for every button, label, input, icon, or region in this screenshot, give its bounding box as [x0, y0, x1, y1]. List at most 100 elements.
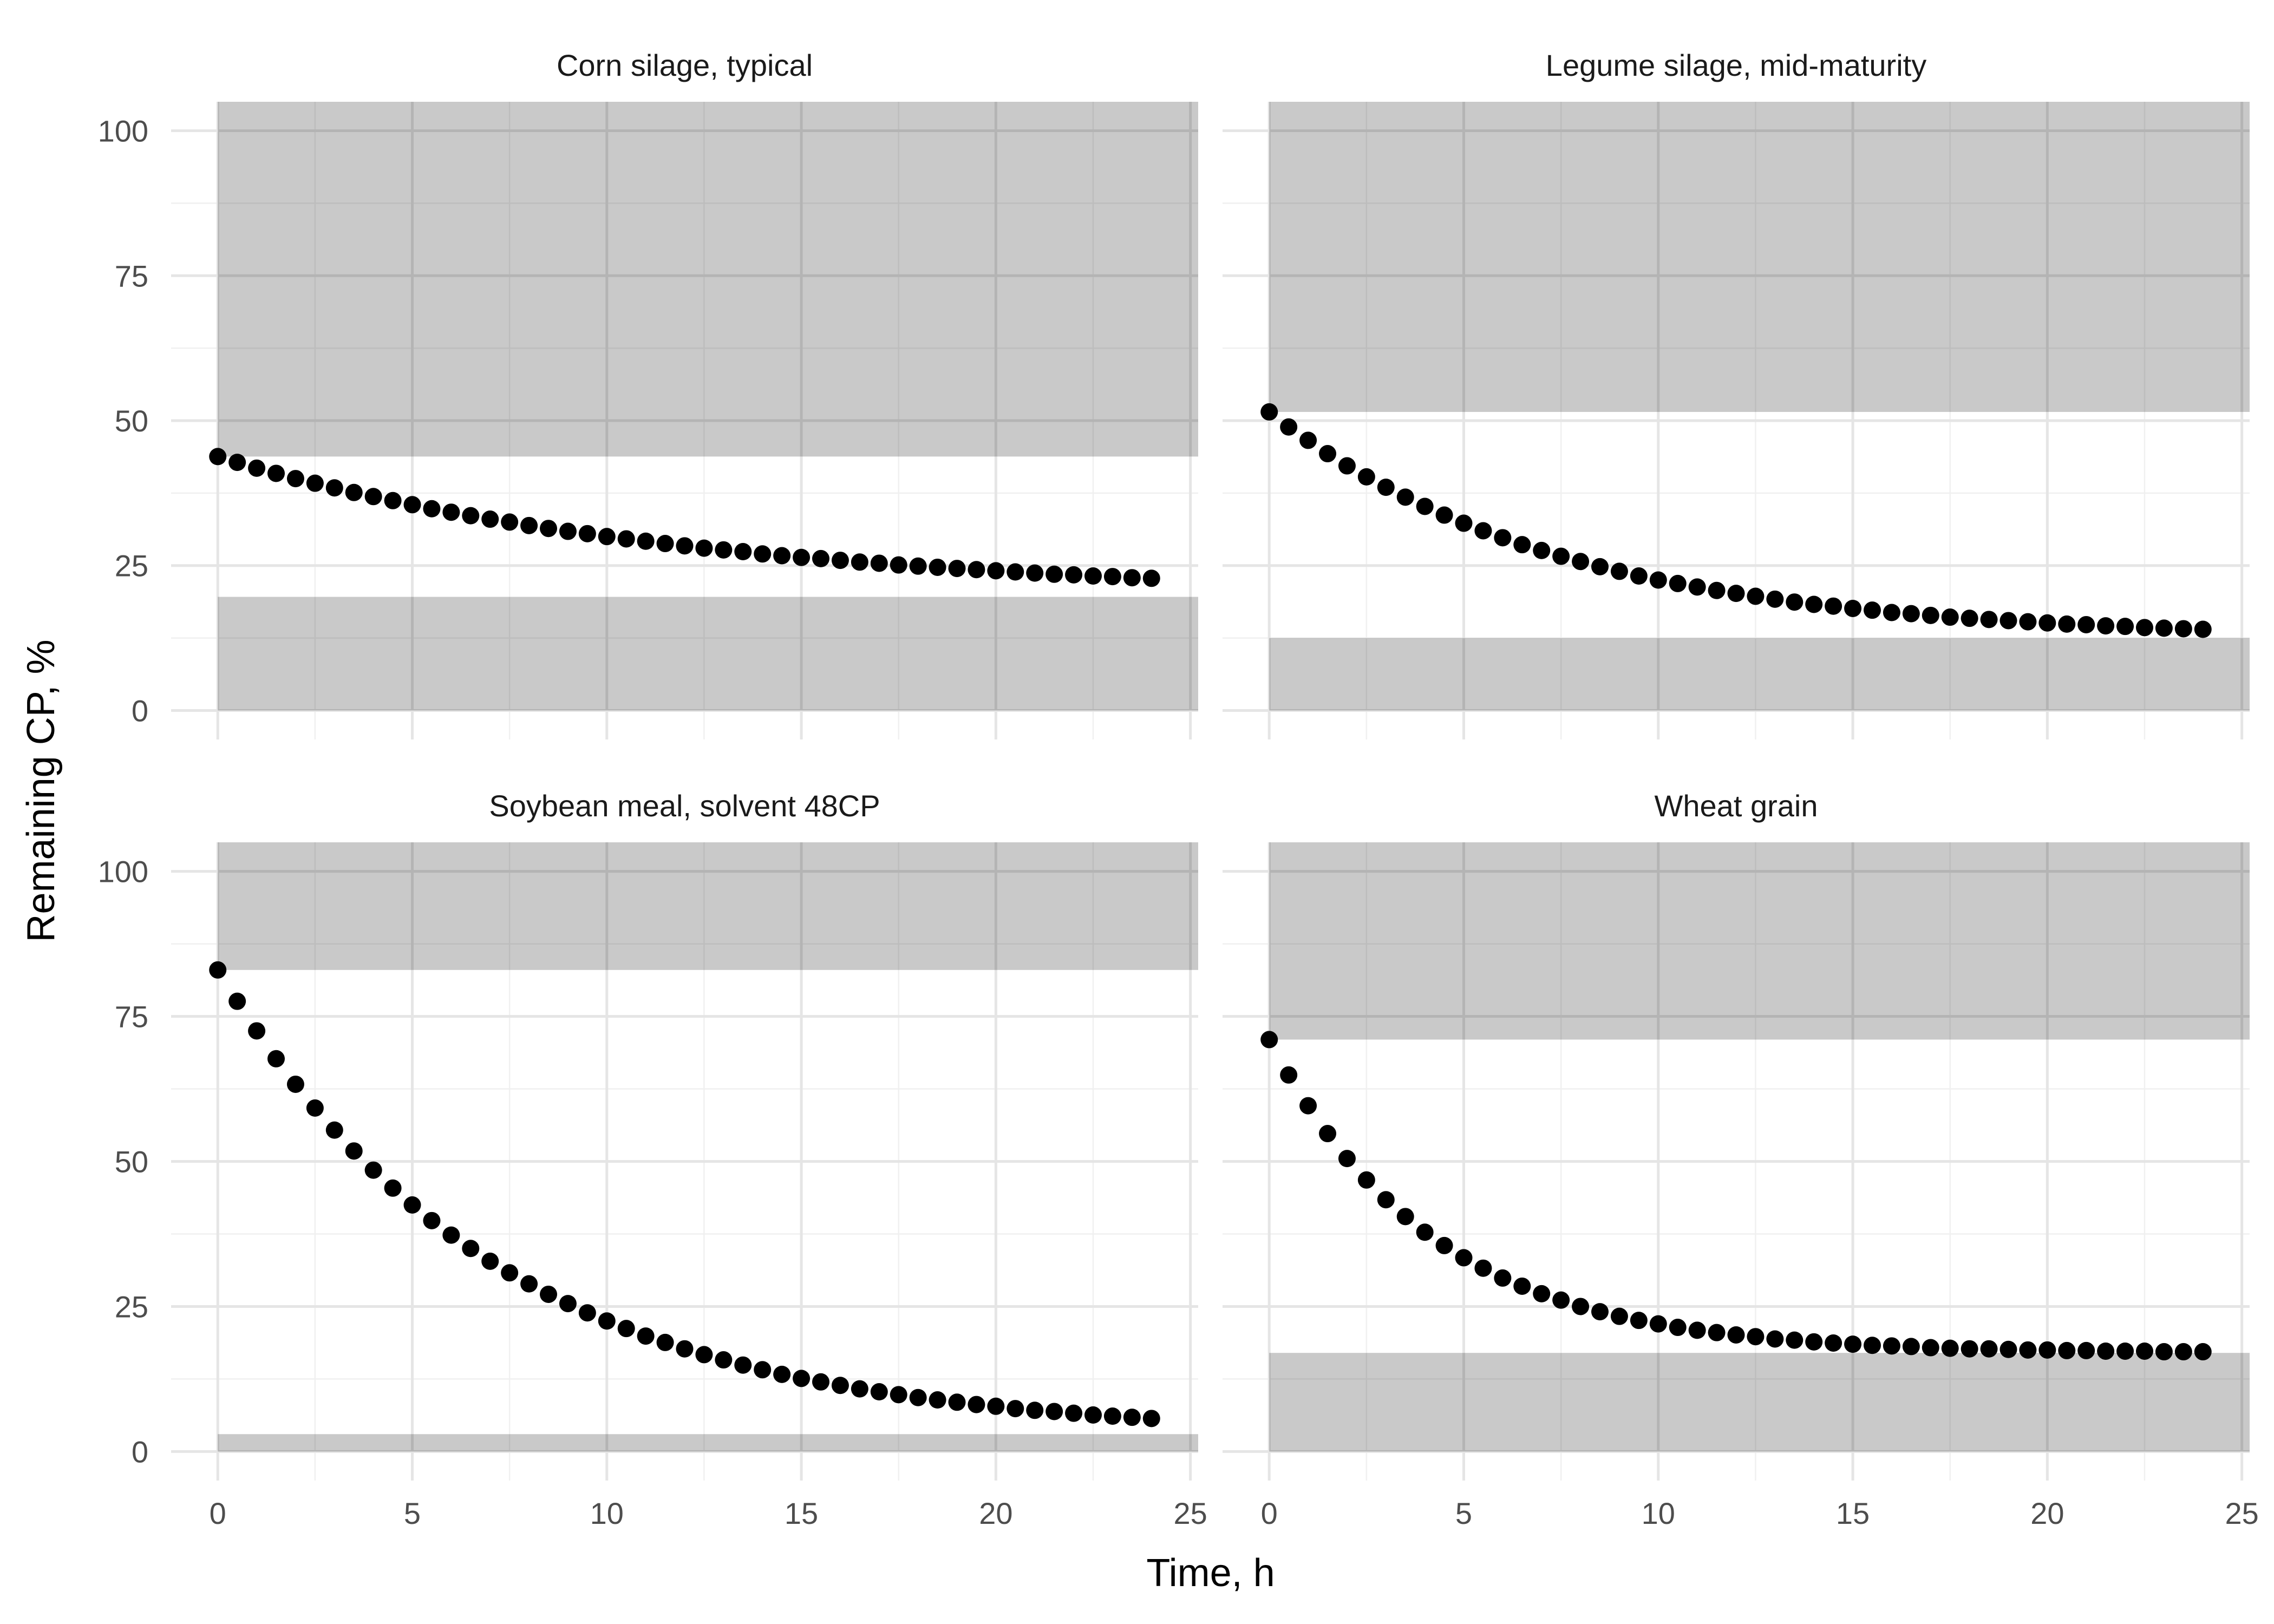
data-point: [773, 1365, 791, 1383]
y-tick-label: 50: [115, 404, 148, 438]
data-point: [267, 1050, 285, 1068]
data-point: [1123, 569, 1141, 587]
data-point: [773, 547, 791, 565]
data-point: [1630, 567, 1648, 585]
data-point: [2038, 1341, 2056, 1359]
data-point: [1708, 581, 1726, 599]
data-point: [1688, 578, 1706, 596]
data-point: [1123, 1409, 1141, 1426]
data-point: [1572, 1298, 1590, 1315]
y-tick-label: 75: [115, 1000, 148, 1034]
data-point: [1416, 497, 1434, 515]
data-point: [598, 1312, 616, 1330]
data-point: [1688, 1321, 1706, 1339]
data-point: [870, 554, 888, 572]
data-point: [209, 961, 227, 979]
data-point: [1260, 403, 1278, 421]
data-point: [2116, 1342, 2134, 1360]
data-point: [481, 510, 499, 528]
panel-title: Wheat grain: [1655, 789, 1818, 823]
upper-shade-band: [1269, 842, 2250, 1040]
data-point: [2019, 613, 2037, 631]
data-point: [1007, 563, 1024, 581]
data-point: [2155, 1343, 2173, 1361]
data-point: [870, 1383, 888, 1401]
data-point: [1863, 601, 1881, 619]
data-point: [754, 545, 772, 563]
data-point: [423, 1212, 441, 1229]
data-point: [1747, 1328, 1765, 1346]
data-point: [1649, 571, 1667, 589]
data-point: [540, 520, 558, 538]
data-point: [812, 1373, 829, 1391]
data-point: [364, 1161, 382, 1179]
data-point: [1766, 590, 1784, 608]
x-tick-label: 15: [1836, 1496, 1870, 1530]
data-point: [1280, 418, 1298, 436]
data-point: [520, 516, 538, 534]
data-point: [1357, 468, 1375, 486]
data-point: [1902, 1338, 1920, 1355]
data-point: [1922, 1339, 1939, 1357]
data-point: [617, 1320, 635, 1338]
data-point: [695, 539, 713, 557]
data-point: [578, 525, 596, 542]
data-point: [2174, 620, 2192, 638]
data-point: [987, 562, 1005, 580]
data-point: [656, 535, 674, 553]
data-point: [2077, 1341, 2095, 1359]
data-point: [1396, 1208, 1414, 1226]
data-point: [1494, 529, 1512, 547]
data-point: [1084, 567, 1102, 585]
data-point: [715, 1351, 733, 1369]
data-point: [1299, 1097, 1317, 1115]
data-point: [1805, 595, 1823, 613]
data-point: [1513, 536, 1531, 554]
data-point: [1825, 597, 1842, 615]
data-point: [987, 1397, 1005, 1415]
lower-shade-band: [218, 597, 1198, 711]
data-point: [1338, 457, 1356, 475]
x-tick-label: 10: [1642, 1496, 1675, 1530]
x-tick-label: 5: [1455, 1496, 1472, 1530]
data-point: [1045, 1403, 1063, 1420]
data-point: [617, 530, 635, 548]
y-tick-label: 25: [115, 549, 148, 583]
data-point: [1902, 605, 1920, 623]
x-tick-label: 15: [785, 1496, 818, 1530]
data-point: [286, 470, 304, 488]
x-tick-label: 20: [979, 1496, 1012, 1530]
data-point: [442, 1226, 460, 1244]
x-tick-label: 25: [2225, 1496, 2258, 1530]
data-point: [890, 1386, 907, 1404]
data-point: [228, 454, 246, 472]
data-point: [345, 483, 363, 501]
data-point: [1319, 445, 1337, 463]
data-point: [1941, 1339, 1959, 1357]
upper-shade-band: [218, 102, 1198, 457]
data-point: [1844, 1335, 1862, 1353]
data-point: [598, 528, 616, 546]
data-point: [1669, 574, 1687, 592]
data-point: [831, 1377, 849, 1394]
data-point: [462, 1240, 480, 1258]
data-point: [1669, 1319, 1687, 1337]
data-point: [2135, 619, 2153, 637]
data-point: [1416, 1223, 1434, 1241]
data-point: [637, 532, 655, 550]
data-point: [2097, 1342, 2115, 1360]
data-point: [1863, 1337, 1881, 1354]
data-point: [695, 1346, 713, 1364]
data-point: [1961, 1340, 1978, 1358]
data-point: [968, 1396, 985, 1413]
data-point: [715, 541, 733, 559]
y-tick-label: 50: [115, 1145, 148, 1179]
data-point: [2135, 1342, 2153, 1360]
data-point: [501, 513, 519, 531]
data-point: [1513, 1277, 1531, 1295]
panel-title: Soybean meal, solvent 48CP: [489, 789, 880, 823]
data-point: [501, 1264, 519, 1282]
y-tick-label: 100: [98, 855, 148, 889]
data-point: [890, 556, 907, 574]
data-point: [851, 553, 868, 571]
